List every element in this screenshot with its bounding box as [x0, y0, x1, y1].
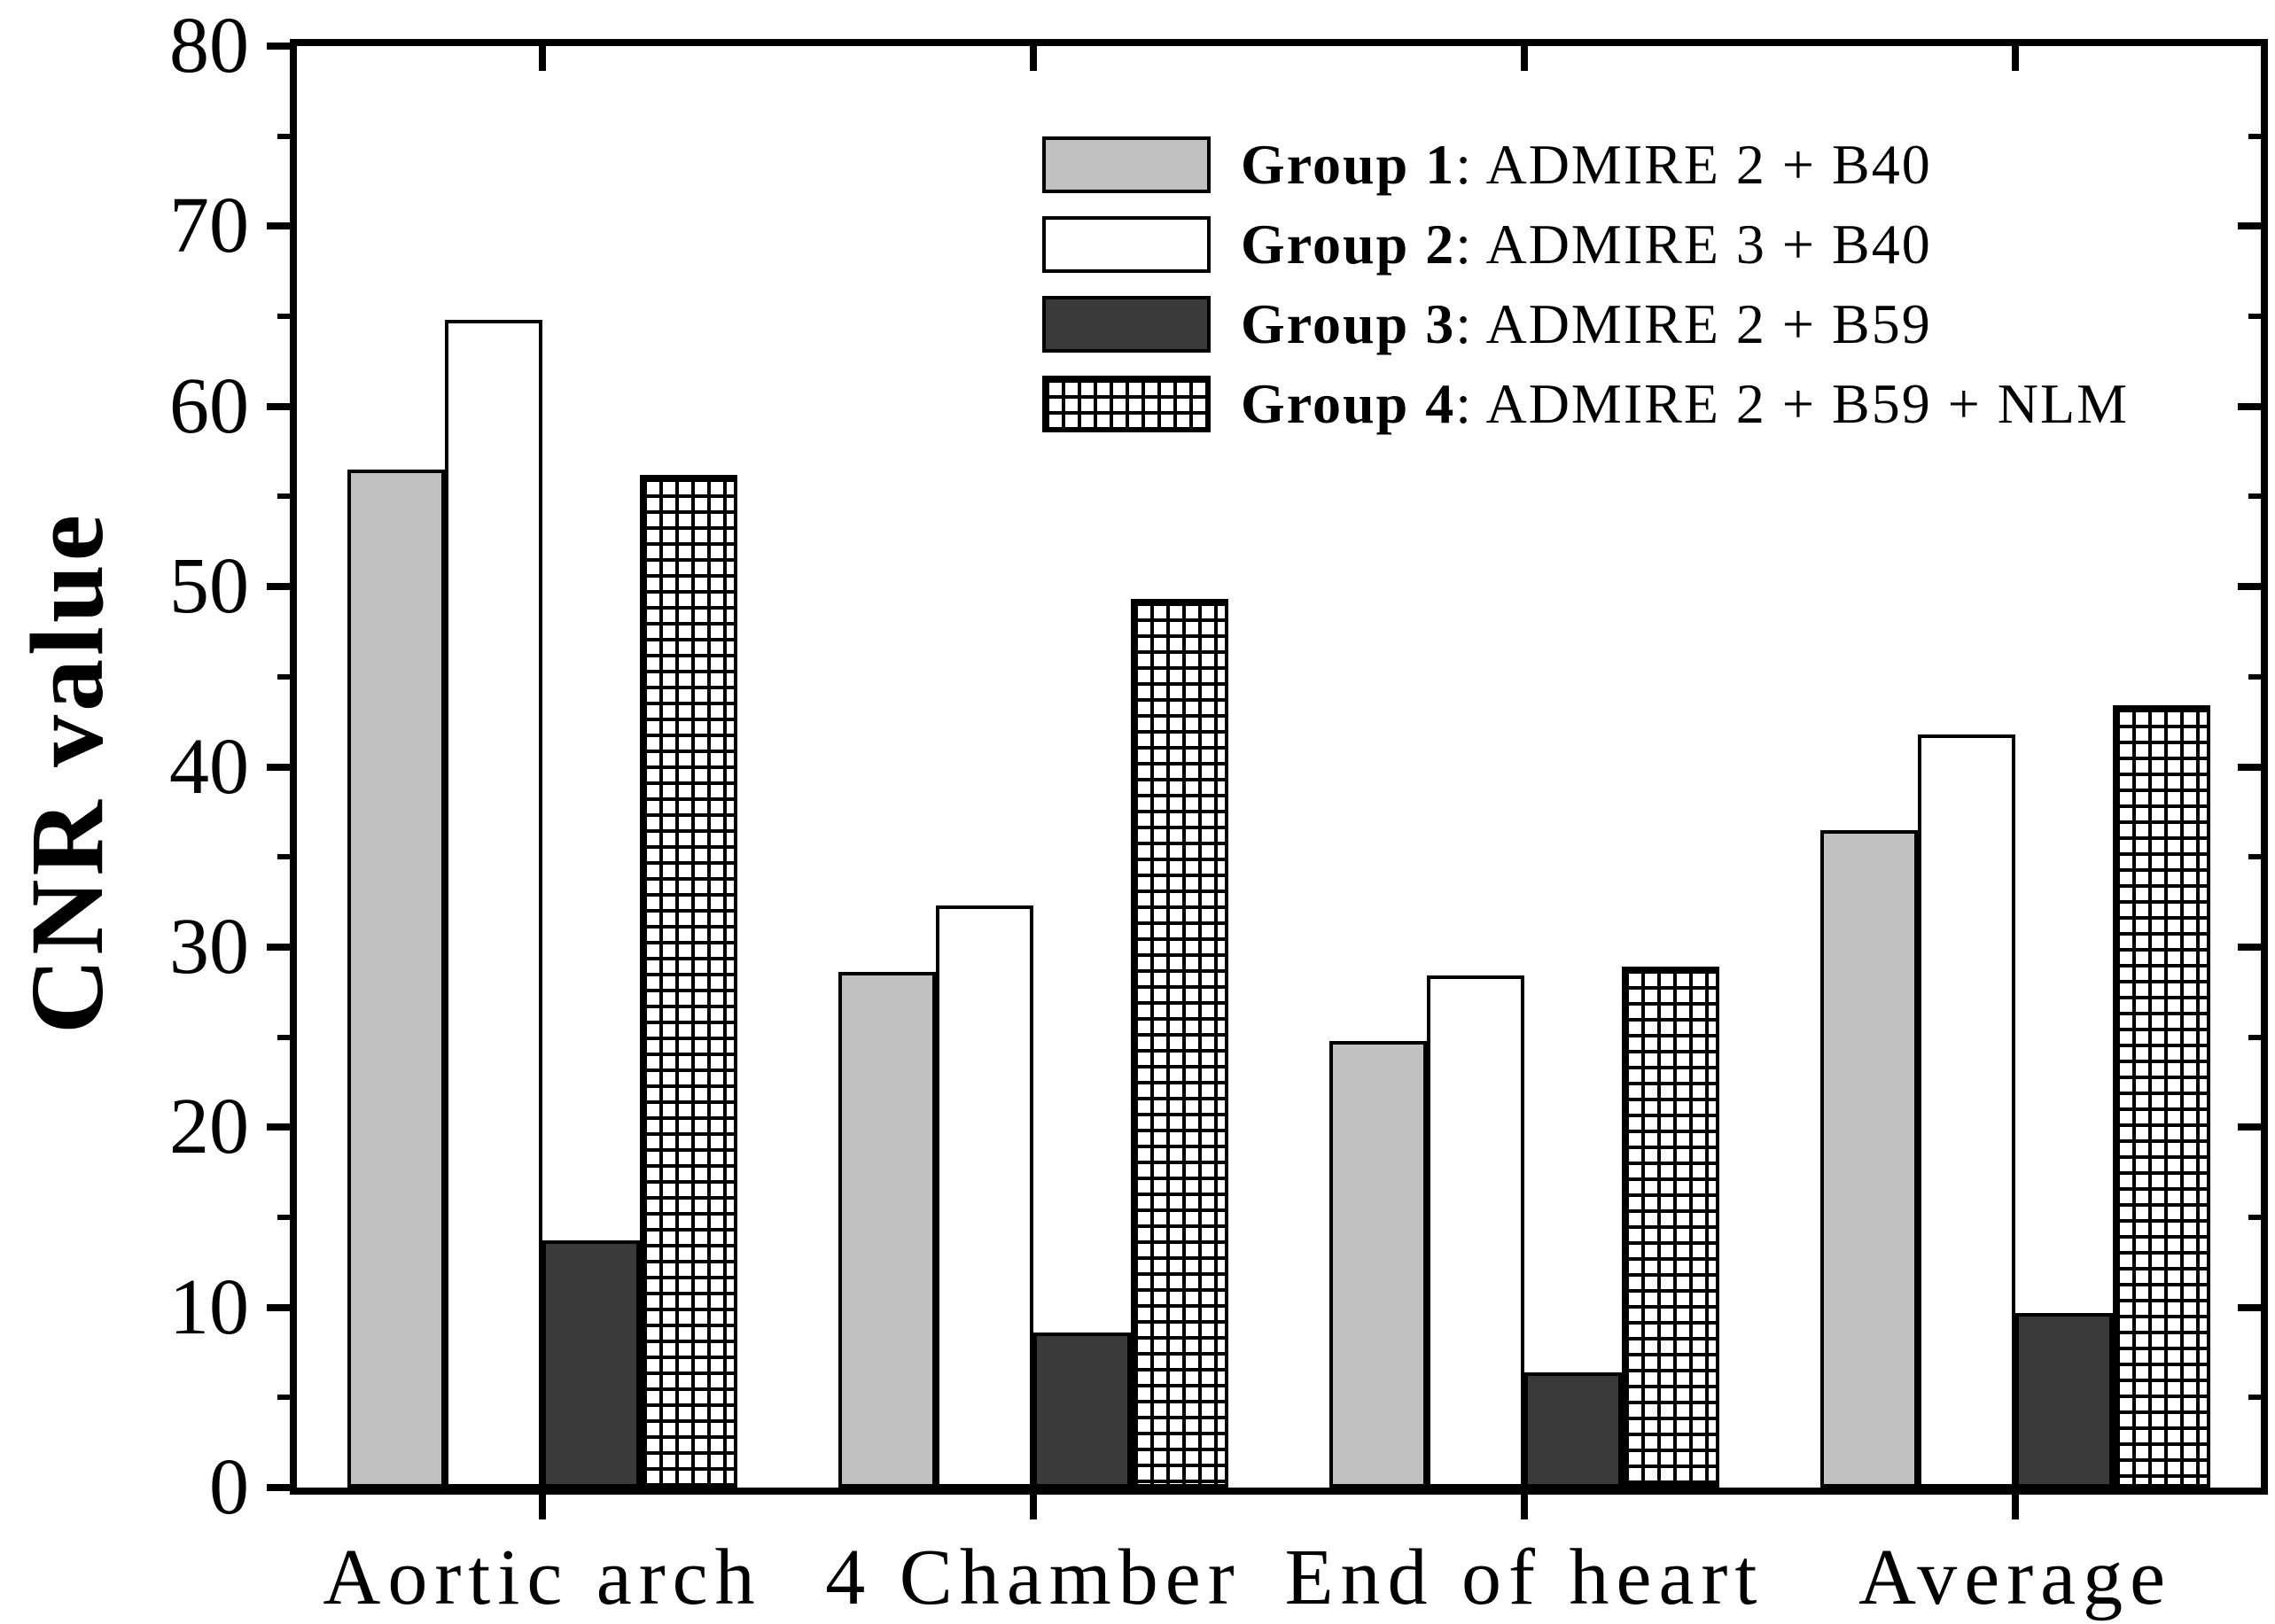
y-minor-tick-15: [277, 1214, 290, 1220]
y-right-major-tick-30: [2238, 943, 2261, 951]
y-right-major-tick-50: [2238, 583, 2261, 591]
bar-group-4-aortic-arch: [640, 475, 737, 1488]
bar-group-2-aortic-arch: [445, 320, 542, 1488]
x-category-tick-top-2: [1521, 46, 1528, 71]
legend-label-group-2: Group 2: ADMIRE 3 + B40: [1241, 213, 1932, 276]
y-major-tick-40: [267, 763, 290, 771]
x-category-tick-top-0: [539, 46, 546, 71]
legend-row-1: Group 1: ADMIRE 2 + B40: [1042, 125, 2129, 205]
y-major-tick-70: [267, 222, 290, 230]
legend: Group 1: ADMIRE 2 + B40 Group 2: ADMIRE 3…: [1042, 125, 2129, 444]
bar-group-1-4-chamber: [838, 972, 936, 1488]
x-category-tick-bottom-3: [2012, 1495, 2019, 1519]
y-major-tick-80: [267, 43, 290, 50]
x-category-tick-top-1: [1030, 46, 1037, 71]
y-right-minor-tick-55: [2248, 493, 2261, 500]
y-right-minor-tick-75: [2248, 133, 2261, 139]
bar-group-4-end-of-heart: [1622, 967, 1719, 1488]
legend-label-bold-2: Group 2: [1241, 213, 1456, 276]
y-right-minor-tick-45: [2248, 673, 2261, 680]
y-major-tick-30: [267, 943, 290, 951]
y-tick-label-70: 70: [169, 182, 249, 270]
y-minor-tick-25: [277, 1034, 290, 1040]
bar-group-4-4-chamber: [1131, 599, 1228, 1488]
legend-row-3: Group 3: ADMIRE 2 + B59: [1042, 284, 2129, 364]
x-category-tick-top-3: [2012, 46, 2019, 71]
legend-label-group-1: Group 1: ADMIRE 2 + B40: [1241, 133, 1932, 196]
y-right-minor-tick-5: [2248, 1395, 2261, 1401]
y-tick-label-10: 10: [169, 1263, 249, 1351]
y-tick-label-80: 80: [169, 2, 249, 89]
x-category-label-2: End of heart: [1284, 1534, 1765, 1621]
legend-swatch-group-1: [1042, 136, 1211, 193]
legend-row-4: Group 4: ADMIRE 2 + B59 + NLM: [1042, 364, 2129, 444]
y-tick-label-50: 50: [169, 542, 249, 631]
y-right-major-tick-40: [2238, 763, 2261, 771]
bar-group-2-end-of-heart: [1427, 975, 1524, 1488]
legend-swatch-group-2: [1042, 216, 1211, 273]
y-major-tick-10: [267, 1303, 290, 1311]
legend-swatch-group-4: [1042, 376, 1211, 432]
bar-group-3-average: [2015, 1313, 2113, 1488]
y-right-major-tick-70: [2238, 222, 2261, 230]
y-major-tick-50: [267, 583, 290, 591]
bar-group-4-average: [2113, 705, 2210, 1488]
y-right-major-tick-60: [2238, 402, 2261, 410]
bar-group-3-4-chamber: [1033, 1333, 1131, 1488]
y-minor-tick-65: [277, 314, 290, 320]
x-category-tick-bottom-1: [1030, 1495, 1037, 1519]
legend-label-group-3: Group 3: ADMIRE 2 + B59: [1241, 292, 1932, 355]
legend-label-group-4: Group 4: ADMIRE 2 + B59 + NLM: [1241, 372, 2129, 435]
y-right-minor-tick-25: [2248, 1034, 2261, 1040]
y-right-major-tick-20: [2238, 1123, 2261, 1131]
bar-group-1-end-of-heart: [1329, 1041, 1427, 1488]
y-minor-tick-5: [277, 1395, 290, 1401]
legend-label-bold-1: Group 1: [1241, 133, 1456, 196]
y-minor-tick-75: [277, 133, 290, 139]
bar-group-1-aortic-arch: [347, 470, 445, 1488]
y-tick-label-60: 60: [169, 361, 249, 450]
y-major-tick-0: [267, 1484, 290, 1491]
legend-row-2: Group 2: ADMIRE 3 + B40: [1042, 205, 2129, 284]
y-minor-tick-35: [277, 854, 290, 860]
y-right-minor-tick-65: [2248, 314, 2261, 320]
legend-label-bold-3: Group 3: [1241, 292, 1456, 355]
y-tick-label-20: 20: [169, 1083, 249, 1171]
y-tick-label-0: 0: [209, 1443, 249, 1531]
bar-group-2-average: [1918, 734, 2015, 1488]
bar-group-2-4-chamber: [936, 905, 1033, 1488]
x-category-tick-bottom-0: [539, 1495, 546, 1519]
y-major-tick-20: [267, 1123, 290, 1131]
x-category-label-1: 4 Chamber: [825, 1534, 1242, 1621]
y-right-minor-tick-15: [2248, 1214, 2261, 1220]
y-minor-tick-55: [277, 493, 290, 500]
legend-label-bold-4: Group 4: [1241, 372, 1456, 435]
bar-group-3-end-of-heart: [1524, 1372, 1622, 1488]
bar-group-3-aortic-arch: [542, 1240, 640, 1488]
bar-group-1-average: [1820, 830, 1918, 1488]
y-right-major-tick-10: [2238, 1303, 2261, 1311]
y-major-tick-60: [267, 402, 290, 410]
x-category-tick-bottom-2: [1521, 1495, 1528, 1519]
y-tick-label-30: 30: [169, 902, 249, 991]
legend-swatch-group-3: [1042, 296, 1211, 353]
y-tick-label-40: 40: [169, 722, 249, 811]
y-right-minor-tick-35: [2248, 854, 2261, 860]
y-minor-tick-45: [277, 673, 290, 680]
x-category-label-0: Aortic arch: [323, 1534, 762, 1621]
x-category-label-3: Average: [1858, 1534, 2173, 1621]
plot-area: [290, 39, 2268, 1495]
